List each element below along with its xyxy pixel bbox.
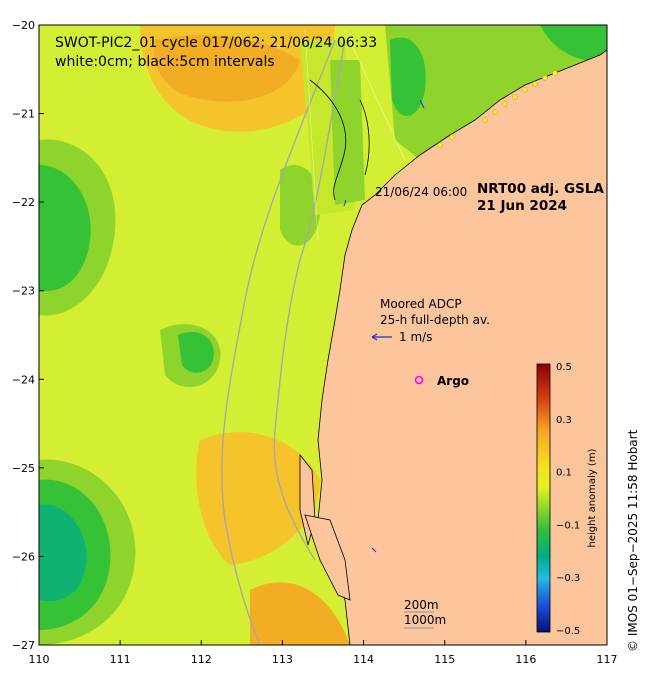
colorbar-tick-label: −0.1 [556,520,580,531]
product-date: 21 Jun 2024 [477,198,567,214]
argo-marker-icon [414,375,424,385]
colorbar-tick-label: 0.3 [556,415,572,426]
y-tick-label: −24 [12,373,35,386]
colorbar-tick-label: −0.5 [556,626,580,637]
x-tick-label: 112 [191,653,212,666]
map-plot-area [39,25,607,645]
colorbar-tick-label: −0.3 [556,573,580,584]
product-name: NRT00 adj. GSLA [477,181,604,197]
credit-text: © IMOS 01−Sep−2025 11:58 Hobart [626,429,640,652]
y-tick-label: −23 [12,285,35,298]
colorbar: 0.5 0.3 0.1 −0.1 −0.3 −0.5 height anomaly (m) [536,362,598,637]
y-tick-label: −21 [12,108,35,121]
x-tick-label: 116 [515,653,536,666]
y-axis: −20 −21 −22 −23 −24 −25 −26 −27 [12,19,44,652]
colorbar-tick-label: 0.1 [556,468,572,479]
y-tick-label: −22 [12,196,35,209]
x-tick-label: 114 [353,653,374,666]
colorbar-label: height anomaly (m) [587,448,598,547]
adcp-subtitle: 25-h full-depth av. [380,313,490,327]
x-axis: 110 111 112 113 114 115 116 117 [29,640,618,666]
arrow-head-icon [371,333,378,341]
x-tick-label: 113 [272,653,293,666]
map-subtitle: white:0cm; black:5cm intervals [55,54,275,70]
x-tick-label: 117 [597,653,618,666]
y-tick-label: −25 [12,462,35,475]
colorbar-tick-label: 0.5 [556,362,572,373]
isobath-200m-label: 200m [404,598,439,612]
x-tick-label: 110 [29,653,50,666]
map-title: SWOT-PIC2_01 cycle 017/062; 21/06/24 06:… [55,35,377,51]
y-tick-label: −27 [12,639,35,652]
x-tick-label: 115 [434,653,455,666]
plot-frame [38,24,608,646]
argo-label: Argo [437,374,469,388]
adcp-scale-label: 1 m/s [399,330,432,344]
isobath-1000m-label: 1000m [404,613,446,627]
y-tick-label: −20 [12,19,35,32]
adcp-title: Moored ADCP [380,297,462,311]
x-tick-label: 111 [110,653,131,666]
swath-time-label: 21/06/24 06:00 [375,185,467,199]
velocity-vectors [343,99,425,553]
y-tick-label: −26 [12,550,35,563]
